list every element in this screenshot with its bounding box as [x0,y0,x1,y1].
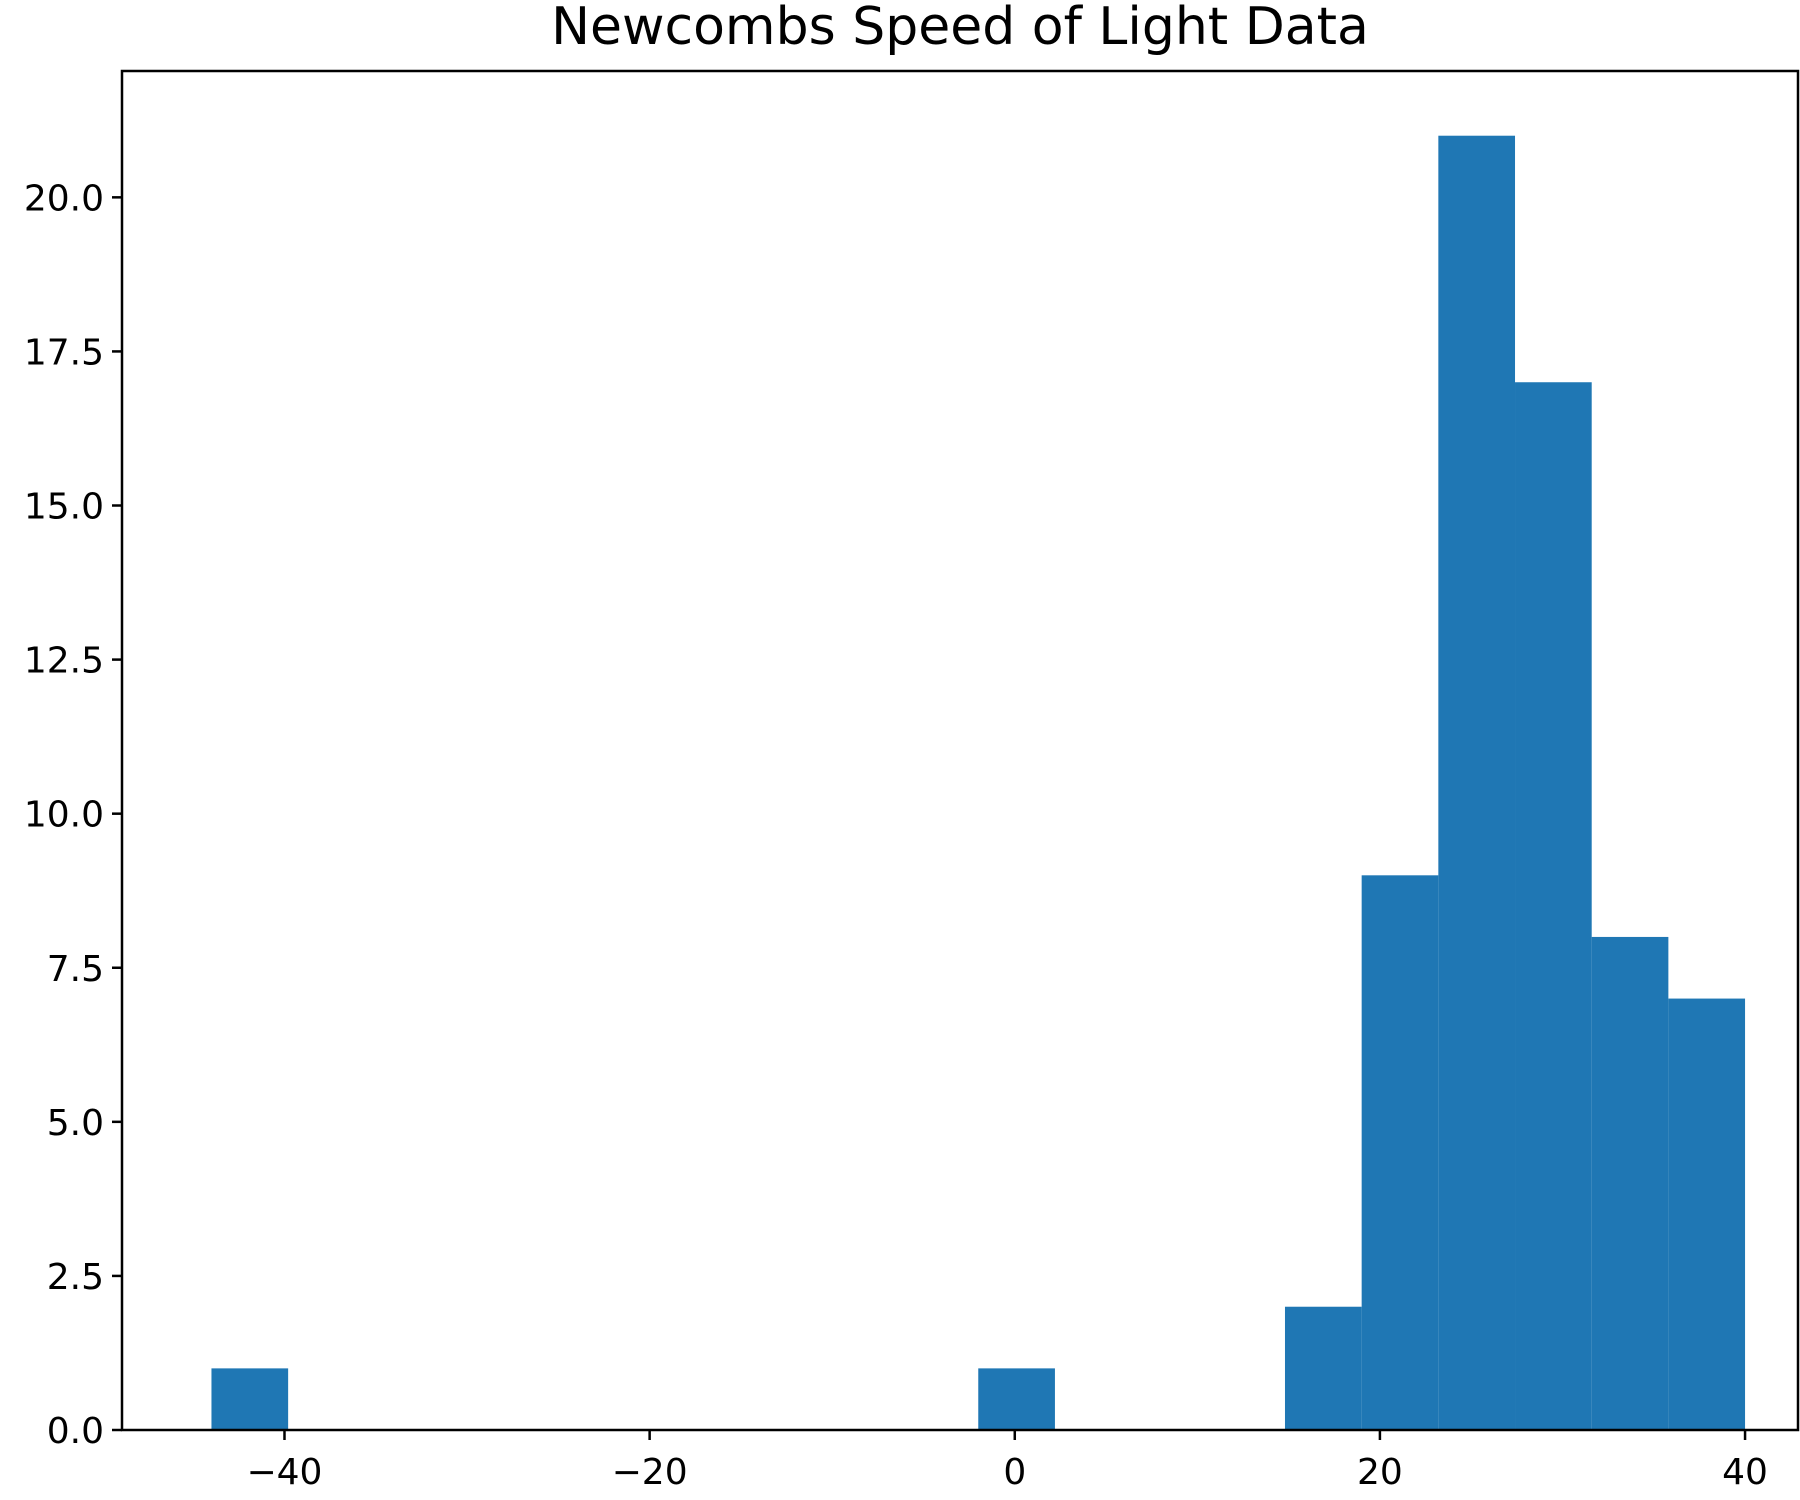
x-axis: −40 −20 0 20 40 [246,1430,1768,1493]
histogram-bar [1591,936,1669,1430]
y-axis: 0.0 2.5 5.0 7.5 10.0 12.5 15.0 17.5 20.0 [24,178,122,1452]
x-tick-label: −40 [246,1452,322,1493]
histogram-bar [978,1368,1055,1430]
x-tick-label: 20 [1357,1452,1403,1493]
histogram-bar [211,1368,289,1430]
y-tick-label: 17.5 [24,332,104,373]
histogram-bar [1668,998,1746,1430]
histogram-bar [1515,382,1592,1430]
y-tick-label: 5.0 [47,1103,104,1144]
y-tick-label: 10.0 [24,795,104,836]
x-tick-label: 0 [1003,1452,1026,1493]
y-tick-label: 2.5 [47,1257,104,1298]
y-tick-label: 20.0 [24,178,104,219]
histogram-bar [1361,875,1439,1430]
histogram-bar [1438,135,1516,1431]
x-tick-label: −20 [612,1452,688,1493]
y-tick-label: 15.0 [24,487,104,528]
histogram-bar [1284,1306,1362,1430]
plot-frame [120,69,1800,1432]
x-tick-label: 40 [1722,1452,1768,1493]
y-tick-label: 12.5 [24,641,104,682]
y-tick-label: 0.0 [47,1411,104,1452]
histogram-bars [211,135,1746,1431]
chart-title: Newcombs Speed of Light Data [551,0,1369,57]
y-tick-label: 7.5 [47,949,104,990]
